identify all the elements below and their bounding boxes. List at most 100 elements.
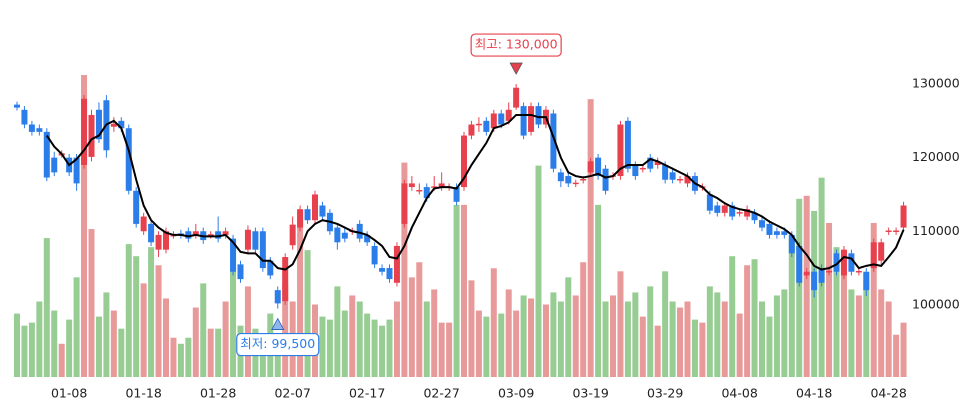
candle-body bbox=[222, 231, 229, 235]
volume-bar bbox=[207, 328, 214, 377]
volume-bar bbox=[319, 316, 326, 377]
volume-bar bbox=[535, 165, 542, 377]
volume-bar bbox=[222, 301, 229, 377]
y-tick-label: 110000 bbox=[912, 223, 960, 238]
candle-body bbox=[140, 216, 147, 232]
candle-body bbox=[781, 231, 788, 235]
candle-body bbox=[811, 271, 818, 291]
volume-bar bbox=[21, 325, 28, 377]
candle-body bbox=[312, 194, 318, 221]
volume-bar bbox=[73, 277, 80, 377]
volume-bar bbox=[572, 295, 579, 377]
x-tick-label: 02-27 bbox=[423, 386, 459, 401]
volume-bar bbox=[341, 310, 348, 377]
max-marker bbox=[509, 62, 523, 75]
volume-bar bbox=[371, 319, 378, 377]
volume-bar bbox=[550, 292, 557, 377]
candle-body bbox=[51, 157, 58, 173]
candle-body bbox=[334, 227, 341, 243]
volume-bar bbox=[863, 280, 870, 377]
candle-body bbox=[855, 271, 862, 273]
candle-body bbox=[490, 113, 497, 129]
candle-body bbox=[818, 268, 825, 283]
volume-bar bbox=[177, 343, 184, 377]
x-tick-label: 02-17 bbox=[349, 386, 385, 401]
volume-bar bbox=[662, 271, 669, 377]
volume-bar bbox=[528, 298, 535, 377]
candle-body bbox=[341, 232, 348, 239]
x-tick-label: 03-09 bbox=[498, 386, 534, 401]
volume-bar bbox=[721, 301, 728, 377]
candle-body bbox=[110, 123, 117, 127]
candle-body bbox=[36, 128, 43, 132]
candle-body bbox=[840, 249, 847, 276]
volume-bar bbox=[88, 229, 95, 377]
y-tick-label: 100000 bbox=[912, 296, 960, 311]
volume-bar bbox=[103, 292, 110, 377]
volume-bar bbox=[639, 316, 646, 377]
candle-body bbox=[848, 253, 855, 272]
candle-body bbox=[870, 242, 877, 269]
candle-body bbox=[282, 257, 289, 302]
volume-bar bbox=[684, 301, 691, 377]
volume-bar bbox=[110, 310, 117, 377]
volume-bar bbox=[133, 256, 140, 377]
volume-bar bbox=[498, 313, 505, 377]
volume-bar bbox=[751, 259, 758, 377]
candle-body bbox=[803, 271, 810, 276]
x-tick-label: 01-28 bbox=[200, 386, 236, 401]
volume-bar bbox=[624, 301, 631, 377]
candle-body bbox=[453, 187, 460, 202]
volume-bar bbox=[379, 325, 386, 377]
candle-body bbox=[475, 123, 482, 126]
volume-bar bbox=[259, 337, 266, 377]
candle-body bbox=[356, 223, 363, 239]
volume-bar bbox=[855, 295, 862, 377]
candle-body bbox=[95, 109, 102, 140]
volume-bar bbox=[736, 313, 743, 377]
candle-body bbox=[498, 113, 505, 125]
candle-body bbox=[468, 124, 475, 136]
y-tick-label: 130000 bbox=[912, 76, 960, 91]
volume-bar bbox=[297, 210, 304, 377]
volume-bar bbox=[475, 310, 482, 377]
volume-bar bbox=[438, 322, 445, 377]
volume-bar bbox=[461, 204, 467, 377]
volume-bar bbox=[587, 99, 594, 377]
volume-bar bbox=[595, 204, 602, 377]
moving-average-line bbox=[45, 113, 905, 271]
volume-bar bbox=[565, 277, 572, 377]
candle-body bbox=[393, 245, 400, 283]
volume-bar bbox=[356, 301, 363, 377]
volume-bar bbox=[446, 322, 453, 377]
candle-body bbox=[662, 165, 669, 180]
candle-body bbox=[379, 268, 386, 272]
volume-bar bbox=[691, 319, 698, 377]
volume-bar bbox=[58, 343, 65, 377]
volume-bar bbox=[43, 238, 50, 377]
candle-body bbox=[826, 271, 833, 273]
x-tick-label: 03-29 bbox=[647, 386, 683, 401]
candle-body bbox=[21, 109, 28, 125]
volume-bar bbox=[244, 286, 251, 377]
candle-body bbox=[267, 260, 274, 276]
candle-body bbox=[438, 183, 445, 188]
volume-bar bbox=[632, 292, 639, 377]
candle-body bbox=[632, 165, 639, 177]
candle-body bbox=[669, 172, 676, 180]
candle-body bbox=[505, 109, 512, 121]
x-tick-label: 01-08 bbox=[51, 386, 87, 401]
candle-body bbox=[714, 205, 721, 213]
candle-body bbox=[81, 98, 88, 166]
min-marker bbox=[271, 317, 285, 330]
candle-body bbox=[878, 242, 885, 261]
candle-body bbox=[639, 167, 646, 170]
volume-bar bbox=[669, 301, 676, 377]
volume-bar bbox=[744, 265, 751, 377]
candle-body bbox=[528, 106, 535, 132]
volume-bar bbox=[423, 301, 430, 377]
volume-bar bbox=[900, 322, 907, 377]
volume-bar bbox=[505, 289, 512, 377]
volume-bar bbox=[870, 222, 877, 377]
volume-bar bbox=[155, 265, 162, 377]
